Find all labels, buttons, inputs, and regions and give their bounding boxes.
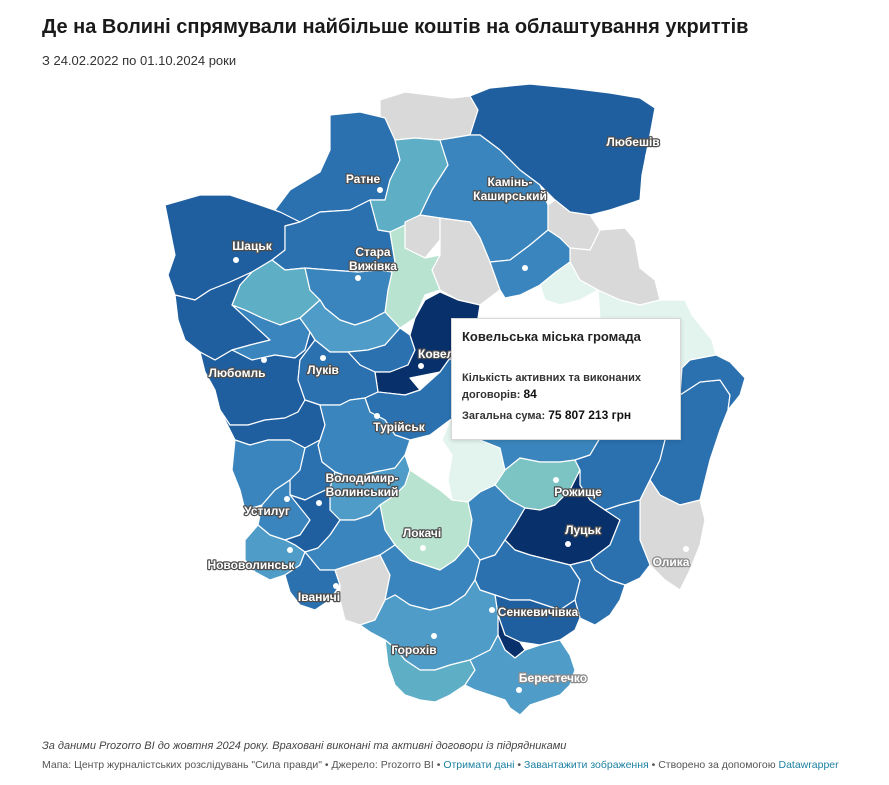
city-label: Устилуг	[244, 504, 290, 518]
city-label: Іваничі	[298, 590, 340, 604]
footer-credits-text: Мапа: Центр журналістських розслідувань …	[42, 759, 444, 771]
city-label: Любомль	[209, 366, 266, 380]
tooltip-count-label: Кількість активних та виконаних	[462, 372, 641, 384]
city-marker	[553, 477, 559, 483]
city-marker	[420, 545, 426, 551]
city-marker	[320, 355, 326, 361]
tooltip-count-value: 84	[523, 387, 537, 401]
city-marker	[645, 153, 651, 159]
tooltip-title: Ковельська міська громада	[462, 329, 641, 344]
page-subtitle: З 24.02.2022 по 01.10.2024 роки	[42, 53, 237, 68]
hromada-region[interactable]	[589, 499, 651, 586]
city-label: Олика	[653, 555, 690, 569]
city-marker	[284, 496, 290, 502]
hromada-region[interactable]	[379, 91, 479, 141]
city-label: Турійськ	[373, 420, 425, 434]
hromada-region[interactable]	[569, 559, 626, 626]
page-title: Де на Волині спрямували найбільше коштів…	[42, 16, 749, 38]
city-marker	[287, 547, 293, 553]
city-marker	[355, 275, 361, 281]
tooltip-sum-line: Загальна сума: 75 807 213 грн	[462, 407, 670, 424]
city-label: Нововолинськ	[207, 558, 295, 572]
map-tooltip: Ковельська міська громада Кількість акти…	[451, 318, 681, 440]
city-marker	[418, 363, 424, 369]
hromada-region[interactable]	[464, 634, 576, 716]
city-marker	[377, 187, 383, 193]
city-label: Берестечко	[519, 671, 587, 685]
city-marker	[261, 357, 267, 363]
city-label: Рожище	[554, 485, 602, 499]
city-label: Луцьк	[565, 523, 602, 537]
city-marker	[316, 500, 322, 506]
city-label: Любешів	[606, 135, 659, 149]
city-label: Ратне	[346, 172, 381, 186]
datawrapper-link[interactable]: Datawrapper	[778, 759, 839, 771]
city-label: Стара Вижівка	[349, 245, 397, 273]
city-marker	[374, 413, 380, 419]
city-marker	[565, 541, 571, 547]
city-label: Сенкевичівка	[498, 605, 579, 619]
source-note: За даними Prozorro BI до жовтня 2024 рок…	[42, 740, 567, 752]
tooltip-count-line: Кількість активних та виконаних договорі…	[462, 370, 670, 403]
city-marker	[431, 633, 437, 639]
city-marker	[233, 257, 239, 263]
city-label: Луків	[307, 363, 339, 377]
city-marker	[516, 687, 522, 693]
tooltip-count-label2: договорів:	[462, 389, 521, 401]
download-image-link[interactable]: Завантажити зображення	[524, 759, 649, 771]
footer-separator: •	[514, 759, 525, 771]
tooltip-sum-value: 75 807 213 грн	[548, 408, 632, 422]
hromada-region[interactable]	[374, 291, 481, 396]
city-label: Локачі	[403, 526, 441, 540]
city-label: Володимир-Волинський	[326, 471, 399, 499]
get-data-link[interactable]: Отримати дані	[443, 759, 515, 771]
footer-created-text: • Створено за допомогою	[648, 759, 779, 771]
city-label: Горохів	[391, 643, 436, 657]
city-marker	[683, 546, 689, 552]
footer-credits: Мапа: Центр журналістських розслідувань …	[42, 759, 839, 771]
city-marker	[333, 583, 339, 589]
city-label: Камінь-Каширський	[473, 175, 547, 203]
city-marker	[522, 265, 528, 271]
city-marker	[489, 607, 495, 613]
city-label: Шацьк	[232, 239, 272, 253]
tooltip-sum-label: Загальна сума:	[462, 410, 546, 422]
